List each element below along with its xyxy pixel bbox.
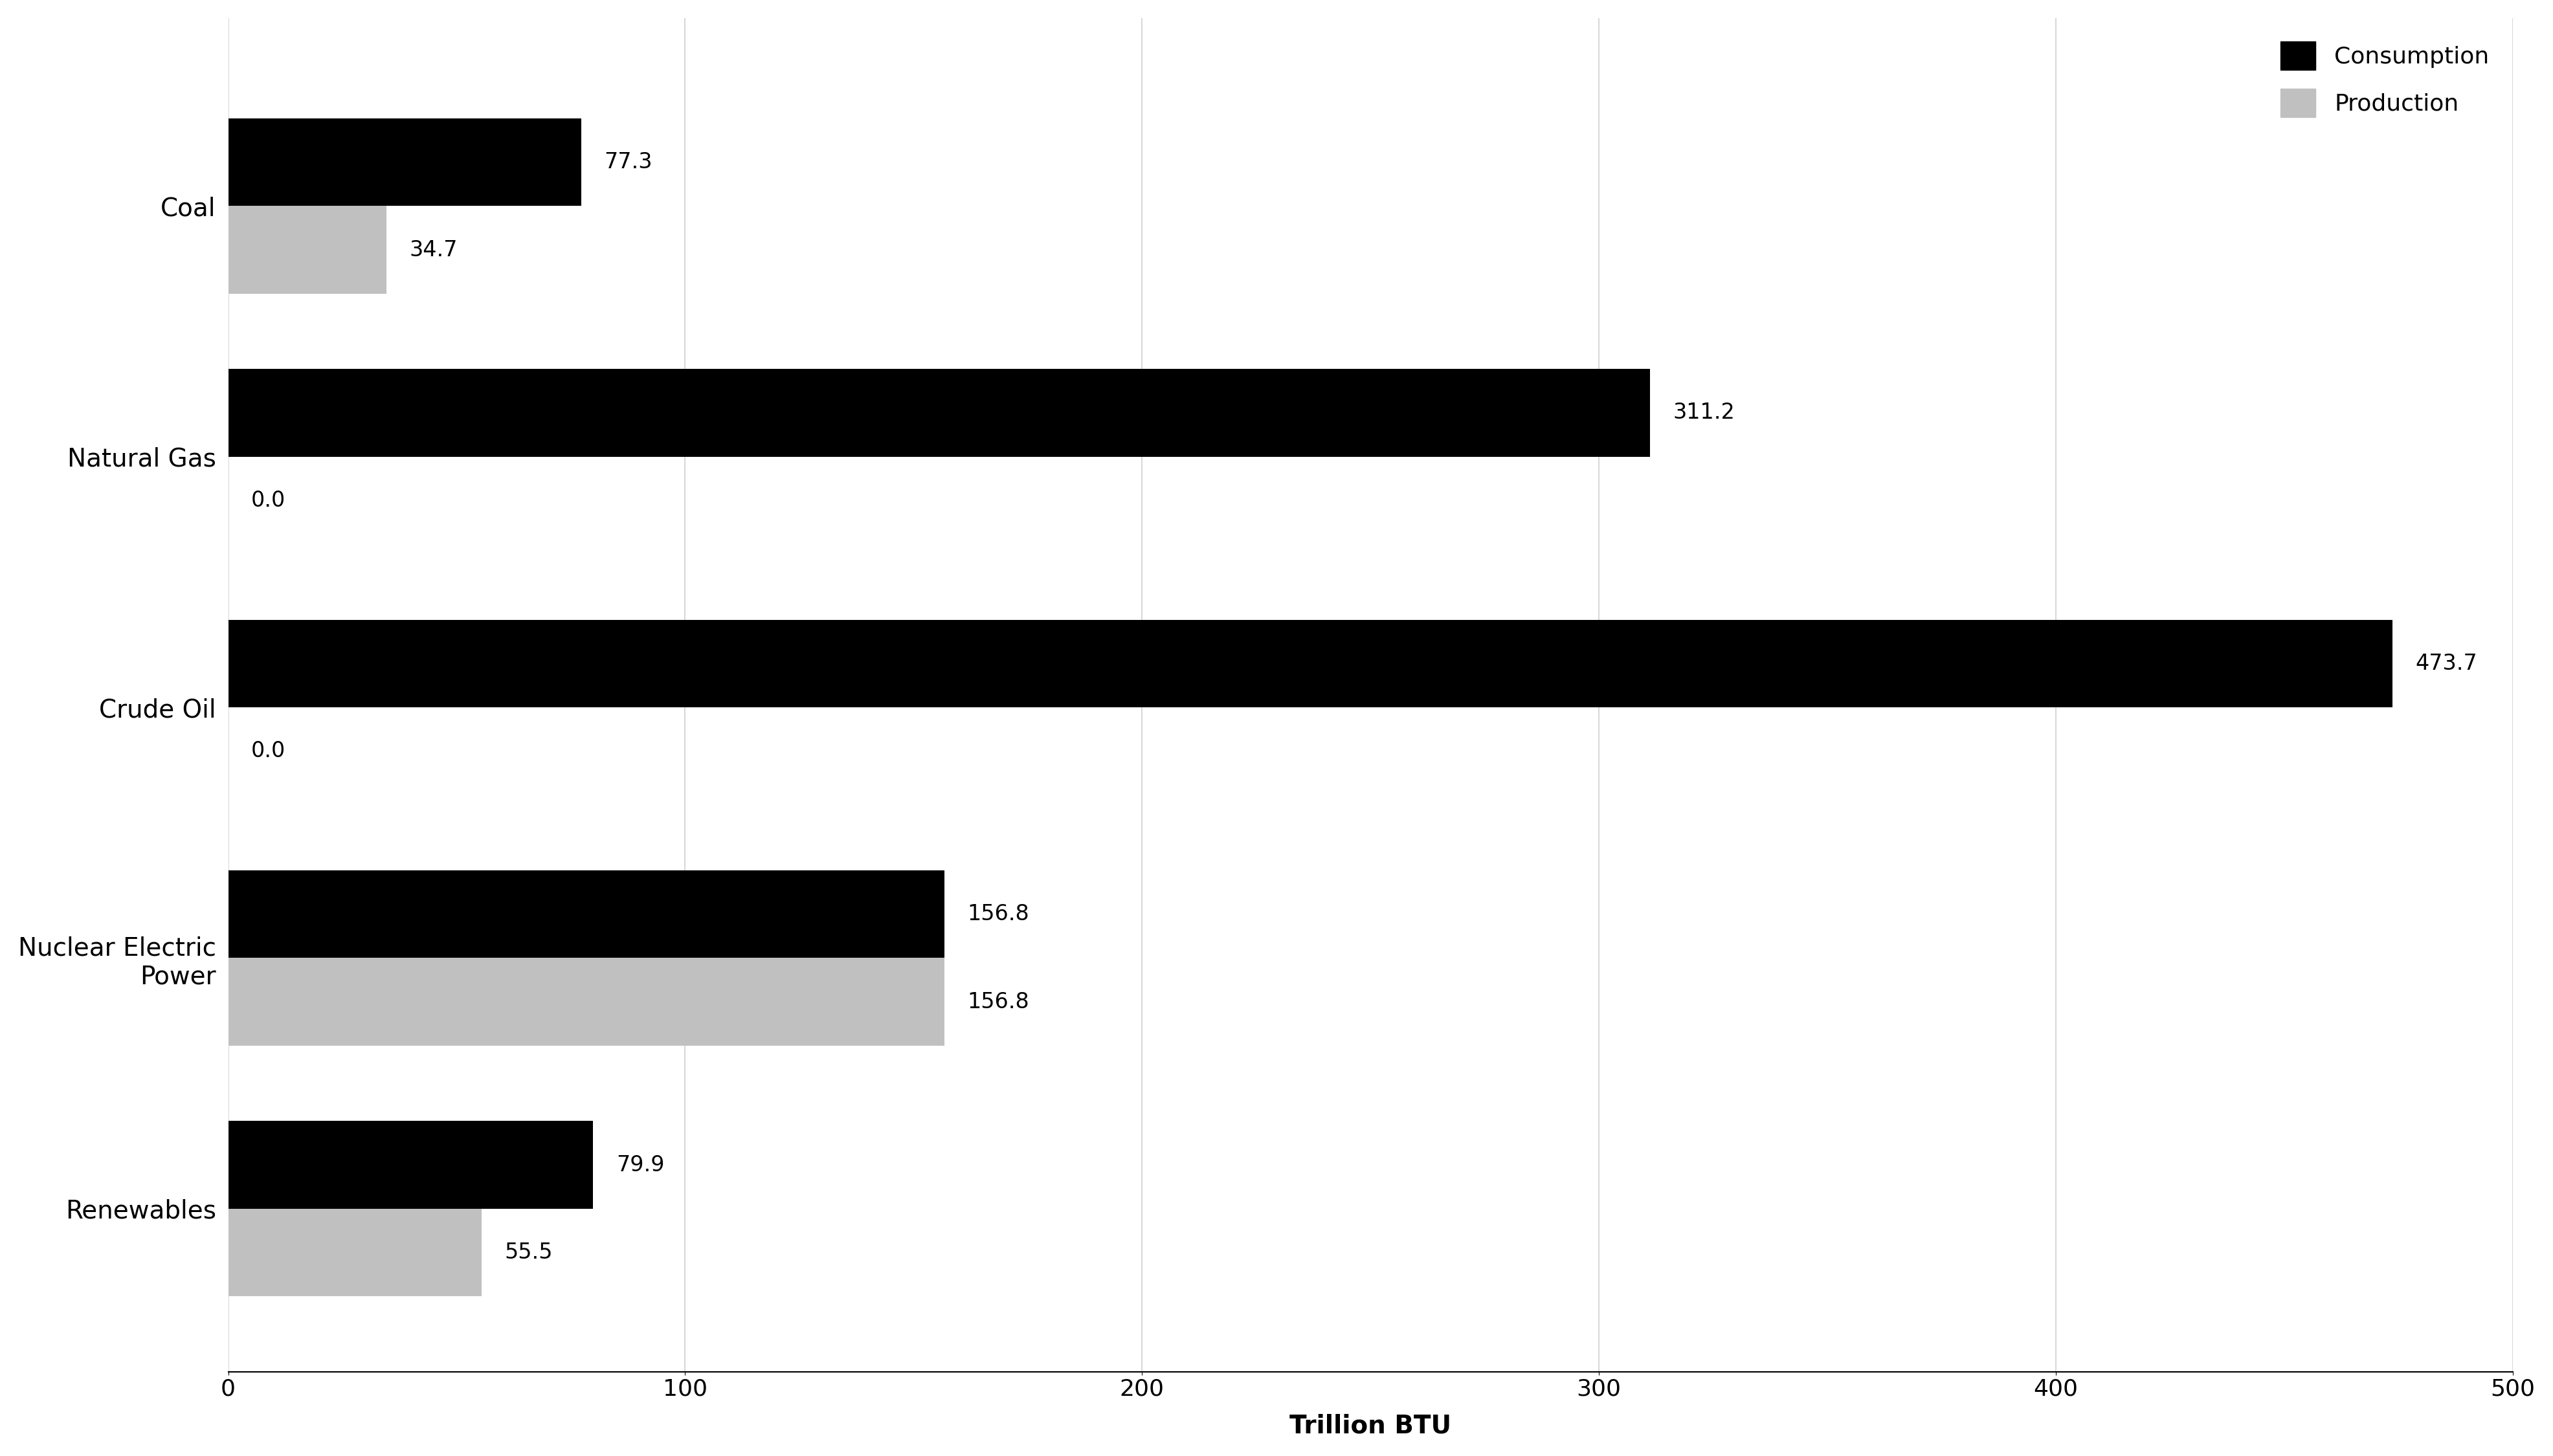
Bar [227, 1121, 592, 1208]
Text: 0.0: 0.0 [250, 489, 286, 511]
Bar [227, 871, 945, 958]
Text: 156.8: 156.8 [968, 992, 1029, 1012]
Bar [227, 205, 386, 294]
X-axis label: Trillion BTU: Trillion BTU [1289, 1414, 1453, 1439]
Text: 55.5: 55.5 [505, 1242, 554, 1264]
Text: 311.2: 311.2 [1672, 402, 1736, 424]
Bar [227, 620, 2392, 708]
Bar [227, 118, 582, 205]
Text: 34.7: 34.7 [408, 239, 457, 261]
Text: 79.9: 79.9 [615, 1155, 664, 1175]
Bar [227, 368, 1649, 457]
Bar [227, 958, 945, 1045]
Text: 473.7: 473.7 [2415, 652, 2476, 674]
Text: 77.3: 77.3 [605, 151, 654, 173]
Text: 0.0: 0.0 [250, 741, 286, 761]
Text: 156.8: 156.8 [968, 904, 1029, 925]
Bar [227, 1208, 483, 1296]
Legend: Consumption, Production: Consumption, Production [2270, 29, 2502, 128]
